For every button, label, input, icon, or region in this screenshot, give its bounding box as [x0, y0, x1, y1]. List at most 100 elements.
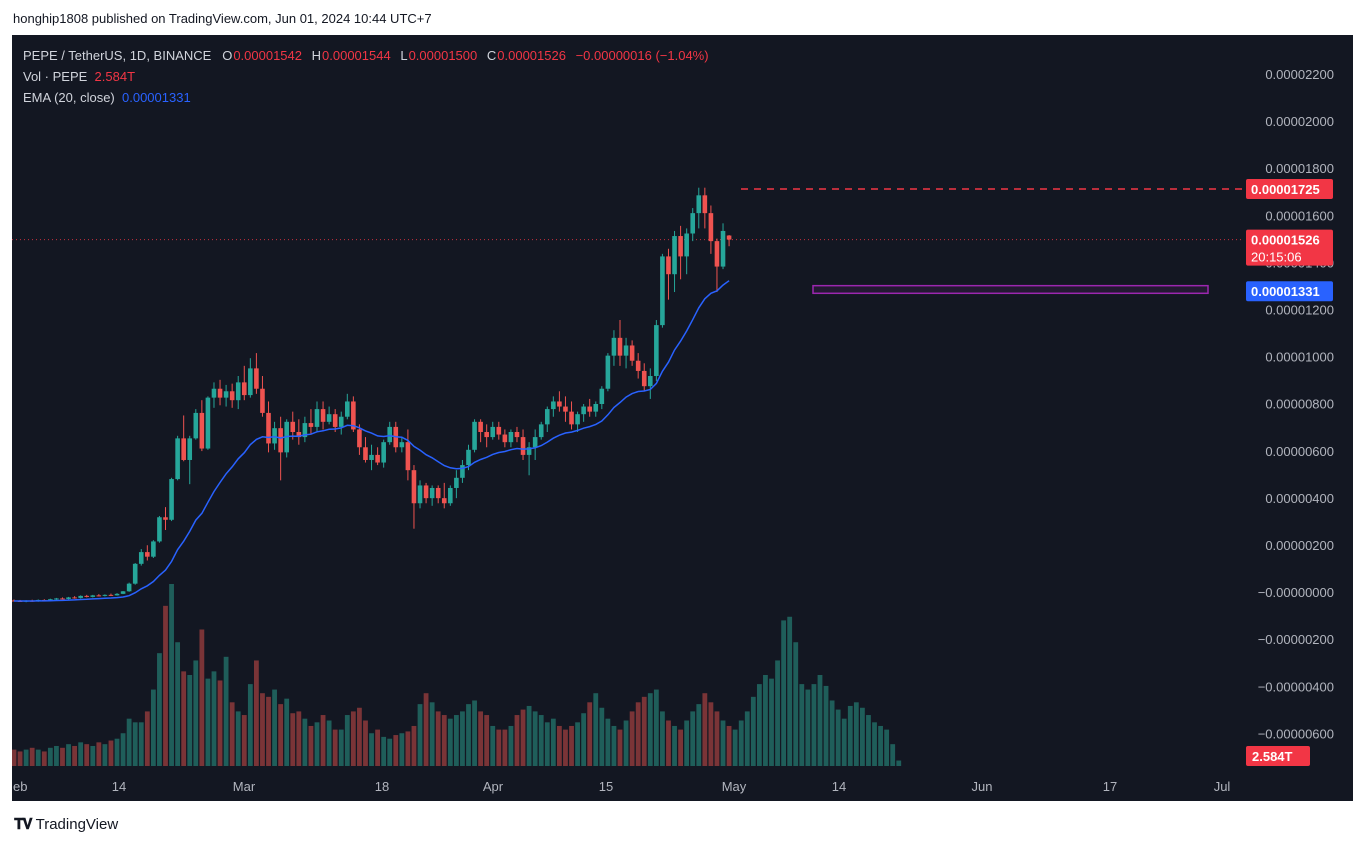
- candle: [381, 442, 386, 463]
- legend-change-value: −0.00000016 (−1.04%): [575, 48, 709, 63]
- volume-bar: [811, 684, 817, 766]
- volume-bar: [544, 722, 550, 766]
- volume-bar: [769, 678, 774, 766]
- volume-bar: [23, 749, 29, 766]
- volume-bar: [514, 715, 520, 766]
- candle: [163, 517, 168, 520]
- volume-bar: [132, 722, 138, 766]
- candle: [593, 404, 599, 412]
- volume-bar: [175, 642, 181, 766]
- candle: [78, 595, 83, 598]
- legend-ema-label: EMA (20, close): [23, 90, 115, 105]
- candle: [654, 325, 659, 377]
- time-axis[interactable]: eb 14 Mar 18 Apr 15 May 14 Jun 17 Jul: [13, 779, 1230, 794]
- volume-bars: [12, 584, 902, 766]
- legend-volume-row[interactable]: Vol · PEPE 2.584T: [23, 66, 715, 87]
- ema-price-badge-text: 0.00001331: [1251, 284, 1320, 299]
- volume-bar: [187, 675, 193, 766]
- last-price-badge: 0.00001526 20:15:06: [1246, 229, 1333, 266]
- candle: [490, 426, 496, 438]
- volume-bar: [254, 660, 259, 766]
- candle: [617, 337, 623, 356]
- candlestick-chart[interactable]: 0.00002200 0.00002000 0.00001800 0.00001600…: [12, 35, 1353, 801]
- candle: [175, 438, 180, 480]
- last-price-badge-text: 0.00001526: [1251, 233, 1320, 248]
- published-by-line: honghip1808 published on TradingView.com…: [13, 11, 432, 26]
- volume-bar: [35, 749, 41, 766]
- candle: [272, 428, 277, 444]
- volume-bar: [805, 689, 811, 766]
- volume-bar: [199, 629, 205, 766]
- legend-ema-row[interactable]: EMA (20, close) 0.00001331: [23, 87, 715, 108]
- volume-bar: [229, 702, 235, 766]
- footer-brand[interactable]: 𝐓𝐕 TradingView: [14, 816, 118, 833]
- volume-bar: [696, 704, 702, 766]
- time-axis-label: eb: [13, 779, 27, 794]
- legend-volume-label: Vol · PEPE: [23, 69, 88, 84]
- volume-bar: [12, 749, 17, 766]
- candle: [217, 388, 223, 398]
- time-axis-label: Mar: [233, 779, 256, 794]
- volume-badge-bg: [1246, 746, 1310, 766]
- volume-bar: [284, 698, 290, 766]
- volume-badge: 2.584T: [1246, 746, 1310, 766]
- volume-bar: [302, 718, 308, 766]
- volume-bar: [90, 745, 96, 766]
- volume-bar: [405, 731, 411, 766]
- last-price-badge-bg: [1246, 229, 1333, 266]
- volume-bar: [429, 702, 435, 766]
- volume-bar: [338, 729, 344, 766]
- volume-bar: [217, 680, 223, 766]
- volume-bar: [435, 711, 441, 766]
- volume-bar: [623, 720, 629, 766]
- grid: [12, 35, 1353, 801]
- chart-area[interactable]: PEPE / TetherUS, 1D, BINANCE O0.00001542…: [12, 35, 1353, 801]
- candle: [266, 412, 271, 444]
- candle: [126, 583, 132, 592]
- candle: [66, 597, 71, 599]
- volume-bar: [787, 616, 793, 766]
- price-axis-label: 0.00000600: [1265, 444, 1334, 459]
- candle: [629, 345, 635, 361]
- candle: [254, 368, 259, 389]
- volume-bar: [520, 709, 526, 766]
- legend-price-row[interactable]: PEPE / TetherUS, 1D, BINANCE O0.00001542…: [23, 45, 715, 66]
- candle: [466, 449, 471, 466]
- candle: [526, 447, 532, 455]
- volume-bar: [641, 696, 647, 766]
- candle: [229, 391, 235, 401]
- price-axis-label: 0.00000200: [1265, 538, 1334, 553]
- price-axis-label: 0.00000400: [1265, 491, 1334, 506]
- volume-bar: [241, 715, 247, 766]
- candle: [472, 421, 477, 450]
- price-axis[interactable]: 0.00002200 0.00002000 0.00001800 0.00001600…: [1258, 67, 1334, 741]
- volume-bar: [793, 642, 799, 766]
- volume-bar: [884, 729, 890, 766]
- volume-bar: [326, 720, 332, 766]
- volume-bar: [823, 685, 829, 766]
- candle: [690, 213, 696, 234]
- candle: [181, 438, 186, 460]
- volume-bar: [484, 715, 490, 766]
- candle: [363, 447, 368, 460]
- volume-bar: [763, 675, 768, 766]
- candle: [557, 401, 562, 407]
- volume-bar: [617, 729, 623, 766]
- volume-bar: [756, 684, 762, 766]
- legend-low-value: 0.00001500: [408, 48, 478, 63]
- candle: [84, 595, 90, 597]
- candle: [399, 442, 405, 448]
- volume-bar: [60, 747, 65, 766]
- volume-bar: [653, 689, 659, 766]
- symbol-title[interactable]: PEPE / TetherUS, 1D, BINANCE: [23, 48, 212, 63]
- volume-bar: [350, 711, 356, 766]
- legend-high-label: H: [311, 48, 322, 63]
- candle: [278, 428, 283, 453]
- volume-bar: [369, 733, 374, 766]
- volume-bar: [181, 671, 187, 766]
- volume-bar: [593, 693, 599, 766]
- support-zone[interactable]: [812, 284, 1209, 295]
- candle: [241, 382, 247, 396]
- candle: [120, 591, 126, 594]
- volume-bar: [235, 711, 241, 766]
